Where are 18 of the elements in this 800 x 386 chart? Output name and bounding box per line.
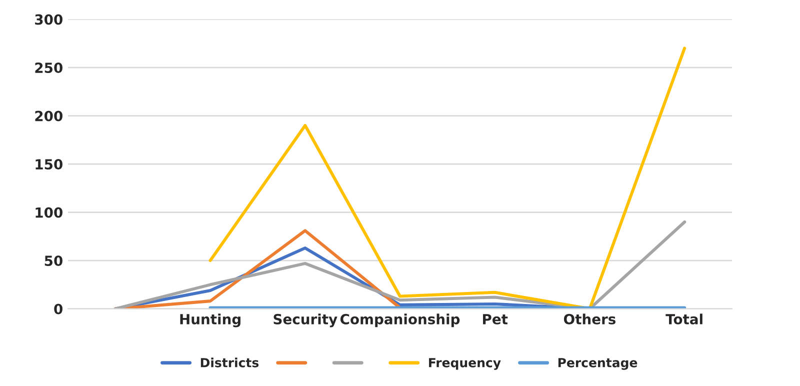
x-tick-label: Hunting (180, 314, 240, 328)
x-tick-label: Others (564, 314, 616, 324)
legend-label: Frequency (429, 358, 501, 370)
x-tick-label: Security (274, 314, 338, 328)
y-tick-label: 200 (35, 110, 62, 122)
line-series (114, 220, 686, 309)
legend-label: Percentage (558, 358, 638, 370)
x-tick-label: Total (666, 314, 702, 324)
y-tick-label: 50 (44, 256, 62, 266)
y-tick-label: 150 (36, 159, 62, 170)
legend-label: Districts (200, 358, 259, 368)
x-tick-label: Pet (483, 314, 508, 324)
y-tick-label: 100 (36, 207, 62, 218)
y-tick-label: 300 (35, 14, 62, 25)
y-tick-label: 0 (54, 304, 62, 314)
line-series (208, 46, 686, 309)
y-tick-label: 250 (35, 62, 62, 74)
x-tick-label: Companionship (340, 314, 460, 328)
